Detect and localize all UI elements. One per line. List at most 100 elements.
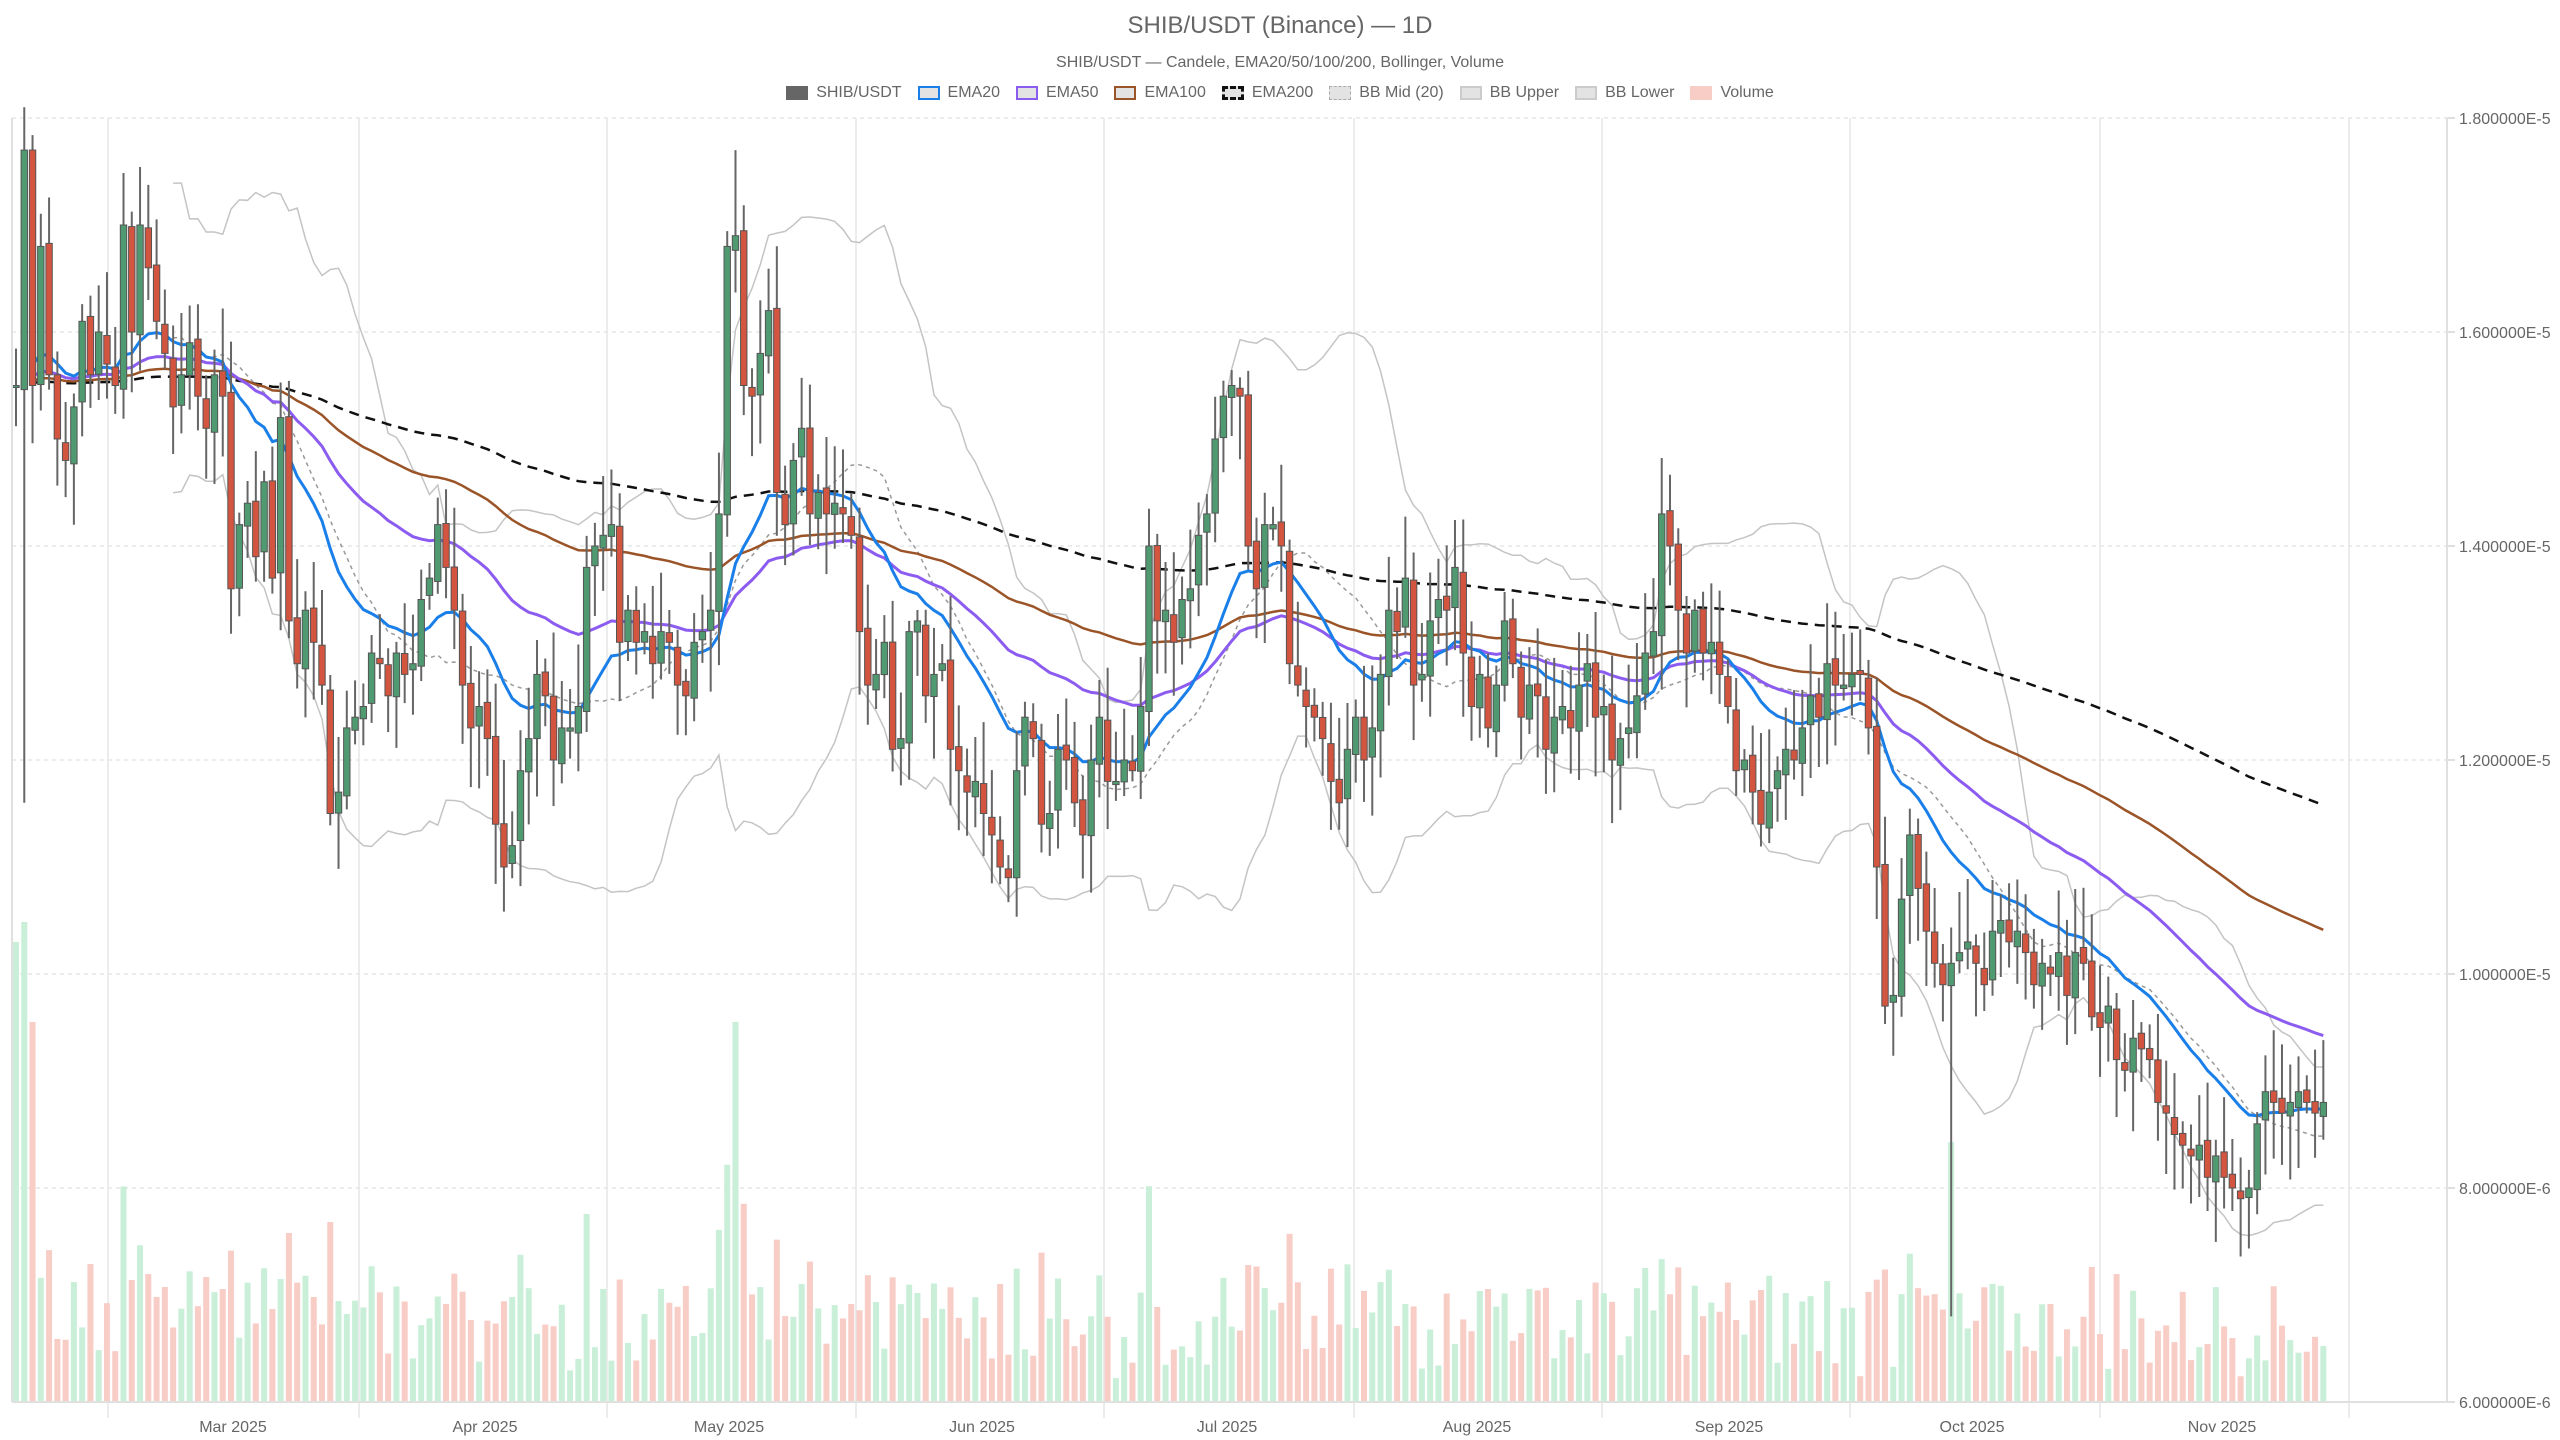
candle-up: [1426, 620, 1434, 677]
volume-bar: [1261, 1287, 1268, 1402]
volume-bar: [1121, 1337, 1128, 1402]
volume-bar: [1865, 1291, 1872, 1402]
volume-bar: [1394, 1326, 1401, 1402]
candle-down: [2030, 951, 2038, 986]
candle-down: [285, 416, 293, 622]
candle-down: [2236, 1190, 2245, 1200]
candle-up: [185, 342, 194, 376]
candle-up: [260, 481, 268, 553]
candle-down: [2179, 1132, 2187, 1146]
volume-bar: [1501, 1293, 1508, 1402]
candle-down: [1922, 883, 1931, 932]
candle-down: [748, 386, 756, 397]
candle-down: [483, 701, 492, 740]
candle-up: [756, 352, 764, 396]
legend-label: EMA100: [1144, 84, 1206, 101]
candle-down: [888, 641, 897, 750]
volume-bar: [1410, 1306, 1417, 1402]
legend-item-ema50[interactable]: EMA50: [1016, 84, 1098, 102]
candle-up: [2294, 1091, 2303, 1109]
ema-lines: [31, 331, 2324, 1118]
volume-bar: [54, 1338, 61, 1402]
volume-bar: [558, 1304, 565, 1402]
candle-down: [682, 680, 690, 697]
candle-up: [2071, 952, 2079, 999]
candle-down: [310, 607, 318, 643]
candle-up: [343, 727, 351, 797]
candle-up: [1227, 385, 1236, 398]
volume-bar: [112, 1351, 119, 1402]
volume-bar: [2022, 1346, 2029, 1402]
candle-down: [847, 516, 855, 536]
volume-bar: [2088, 1267, 2095, 1402]
volume-bar: [211, 1292, 218, 1402]
candle-up: [1964, 941, 1972, 950]
volume-bar: [939, 1308, 946, 1402]
volume-bar: [2303, 1351, 2310, 1402]
candle-up: [607, 524, 616, 537]
volume-bar: [1931, 1294, 1938, 1402]
volume-bar: [170, 1327, 177, 1402]
volume-bar: [1493, 1306, 1500, 1402]
candle-up: [2054, 952, 2063, 977]
volume-bar: [1170, 1349, 1177, 1402]
volume-bar: [451, 1273, 458, 1402]
volume-bar: [500, 1301, 507, 1402]
legend-item-bb-upper[interactable]: BB Upper: [1459, 84, 1560, 102]
candle-down: [2137, 1032, 2146, 1050]
volume-bar: [145, 1274, 152, 1402]
candle-up: [1906, 834, 1914, 896]
legend-item-shib-usdt[interactable]: SHIB/USDT: [786, 84, 902, 102]
y-tick-label: 1.000000E-5: [2459, 967, 2551, 984]
legend-item-ema100[interactable]: EMA100: [1114, 84, 1206, 102]
volume-bar: [79, 1327, 86, 1402]
y-tick-label: 1.600000E-5: [2459, 325, 2551, 342]
volume-bar: [2254, 1335, 2261, 1402]
volume-bar: [128, 1279, 135, 1402]
candle-down: [1591, 662, 1600, 718]
candle-down: [1930, 931, 1939, 964]
volume-bar: [1278, 1302, 1285, 1402]
candle-up: [938, 663, 946, 671]
legend-item-bb-mid-20[interactable]: BB Mid (20): [1329, 84, 1444, 102]
candle-up: [1211, 438, 1219, 514]
legend-item-ema20[interactable]: EMA20: [917, 84, 1000, 102]
candle-up: [367, 652, 376, 704]
volume-bar: [988, 1358, 995, 1402]
candle-up: [1145, 545, 1153, 713]
candle-down: [963, 775, 971, 793]
volume-bar: [343, 1314, 350, 1402]
legend-label: BB Mid (20): [1359, 84, 1444, 101]
candle-up: [37, 245, 45, 386]
legend-item-ema200[interactable]: EMA200: [1221, 84, 1313, 102]
candle-down: [103, 335, 111, 365]
volume-bar: [1352, 1327, 1359, 1402]
volume-bar: [1402, 1303, 1409, 1402]
candle-down: [2311, 1101, 2319, 1114]
volume-bar: [1179, 1346, 1186, 1402]
legend-swatch-icon: [1329, 86, 1352, 100]
candles: [12, 107, 2328, 1317]
volume-bar: [2006, 1350, 2013, 1402]
legend-label: BB Upper: [1489, 84, 1560, 101]
volume-bar: [1832, 1363, 1839, 1402]
candle-up: [2104, 1005, 2113, 1024]
candle-down: [2088, 960, 2096, 1018]
candle-up: [1997, 920, 2005, 934]
volume-bar: [401, 1301, 408, 1402]
volume-bar: [1981, 1287, 1988, 1402]
volume-bar: [1154, 1306, 1161, 1402]
legend-swatch-icon: [1690, 86, 1713, 100]
candle-down: [194, 338, 202, 397]
candle-up: [1500, 620, 1509, 686]
volume-bar: [277, 1279, 284, 1402]
candle-up: [1658, 513, 1666, 637]
legend-item-bb-lower[interactable]: BB Lower: [1575, 84, 1674, 102]
ema100-line: [32, 367, 2324, 931]
volume-bar: [252, 1323, 259, 1402]
candle-up: [1451, 566, 1459, 609]
legend-item-volume[interactable]: Volume: [1690, 84, 1774, 102]
volume-bar: [534, 1333, 541, 1402]
candle-up: [1955, 952, 1964, 962]
